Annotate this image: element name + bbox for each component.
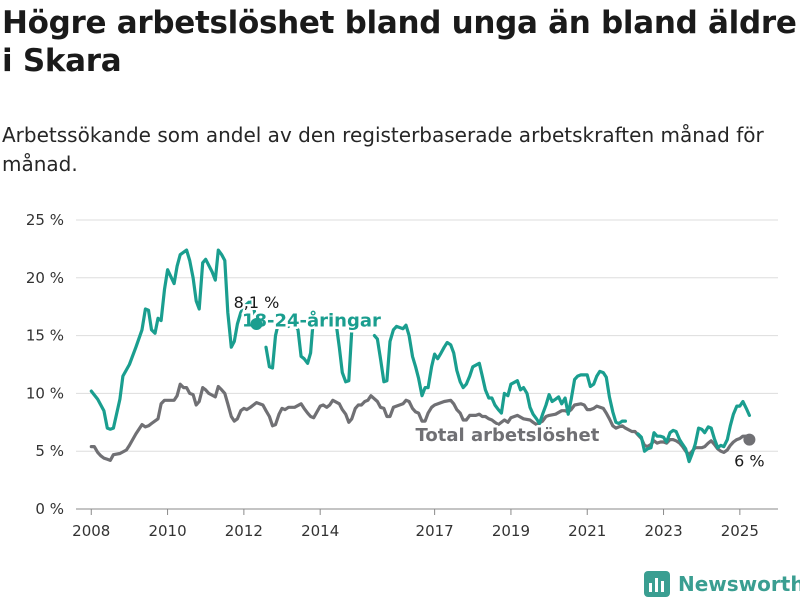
youth-series-line bbox=[331, 313, 357, 384]
y-tick-label: 25 % bbox=[26, 211, 64, 229]
x-tick-label: 2019 bbox=[492, 522, 530, 540]
x-tick-label: 2012 bbox=[225, 522, 263, 540]
y-axis-ticks: 0 % 5 % 10 % 15 % 20 % 25 % bbox=[26, 211, 64, 518]
x-axis-ticks: 2008 2010 2012 2014 2017 2019 2021 2023 2025 bbox=[72, 509, 759, 540]
chart-title: Högre arbetslöshet bland unga än bland ä… bbox=[2, 5, 797, 79]
x-tick-label: 2010 bbox=[148, 522, 186, 540]
x-tick-label: 2014 bbox=[301, 522, 339, 540]
brand-name: Newsworthy bbox=[678, 572, 800, 596]
youth-series-line bbox=[264, 313, 319, 370]
x-tick-label: 2017 bbox=[416, 522, 454, 540]
total-series-label: Total arbetslöshet bbox=[416, 425, 600, 446]
x-tick-label: 2023 bbox=[644, 522, 682, 540]
youth-end-label: 8,1 % bbox=[234, 293, 280, 312]
total-end-label: 6 % bbox=[734, 452, 764, 471]
chart-subtitle: Arbetssökande som andel av den registerb… bbox=[2, 123, 764, 176]
grid-lines bbox=[76, 219, 778, 510]
youth-series-line bbox=[372, 323, 627, 426]
series-lines bbox=[89, 248, 751, 464]
x-tick-label: 2021 bbox=[568, 522, 606, 540]
youth-series-line bbox=[89, 248, 259, 431]
y-tick-label: 5 % bbox=[35, 442, 64, 460]
total-end-point bbox=[743, 433, 756, 446]
youth-series-label: 18-24-åringar bbox=[242, 309, 381, 331]
series-labels: 18-24-åringar Total arbetslöshet 8,1 % 6 % bbox=[232, 291, 767, 473]
x-tick-label: 2008 bbox=[72, 522, 110, 540]
y-tick-label: 0 % bbox=[35, 500, 64, 518]
y-tick-label: 10 % bbox=[26, 384, 64, 402]
youth-series-line bbox=[636, 399, 751, 464]
newsworthy-logo: Newsworthy bbox=[644, 568, 800, 600]
y-tick-label: 15 % bbox=[26, 327, 64, 345]
x-tick-label: 2025 bbox=[721, 522, 759, 540]
bar-chart-logo-icon bbox=[644, 571, 670, 597]
y-tick-label: 20 % bbox=[26, 269, 64, 287]
youth-end-point bbox=[250, 318, 263, 331]
